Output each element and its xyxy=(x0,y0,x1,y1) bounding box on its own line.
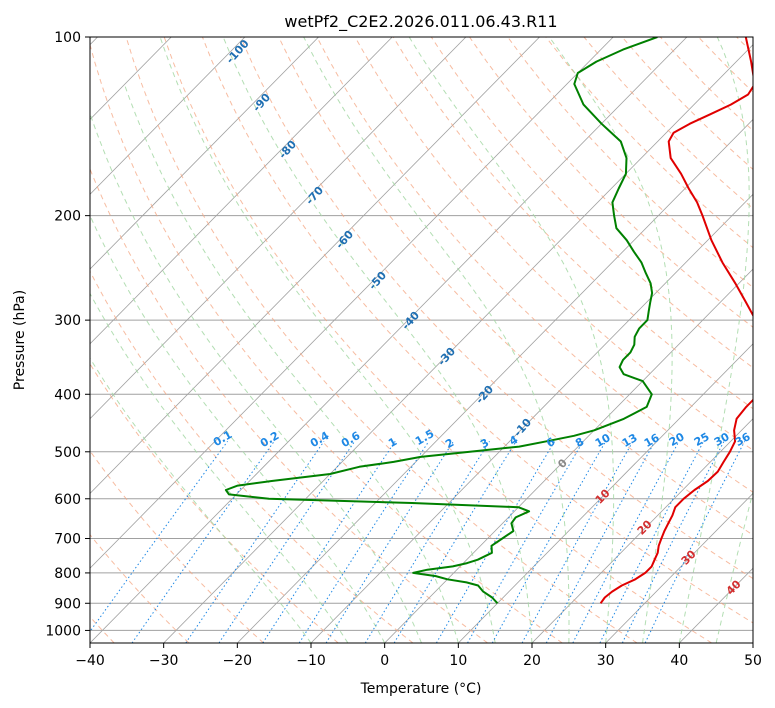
x-tick-label: −20 xyxy=(223,653,253,669)
y-tick-label: 100 xyxy=(54,30,81,46)
series-layer xyxy=(224,37,753,604)
moist-adiabat xyxy=(408,37,615,643)
x-tick-label: −10 xyxy=(296,653,326,669)
y-tick-label: 300 xyxy=(54,313,81,329)
isotherm xyxy=(605,492,753,643)
mixing-ratio-line xyxy=(491,441,607,643)
x-axis: −40 −30 −20 −10 0 10 20 30 40 50 xyxy=(75,643,762,669)
moist-adiabat xyxy=(90,214,386,643)
y-tick-label: 900 xyxy=(54,596,81,612)
dewpoint-line xyxy=(224,37,658,604)
mixing-ratio-line xyxy=(364,441,490,643)
x-tick-label: −30 xyxy=(149,653,179,669)
isotherm xyxy=(90,37,393,345)
isotherm xyxy=(90,37,688,643)
isotherm xyxy=(90,37,540,494)
moist-adiabat xyxy=(90,114,422,643)
moist-adiabat xyxy=(159,37,496,643)
moist-adiabat xyxy=(303,37,570,643)
isotherm xyxy=(458,343,753,643)
mixing-ratio-line xyxy=(467,441,584,643)
x-tick-label: 20 xyxy=(523,653,541,669)
dry-adiabat xyxy=(354,37,753,451)
mixing-ratio-line xyxy=(621,441,725,643)
y-tick-label: 400 xyxy=(54,387,81,403)
y-axis-label: Pressure (hPa) xyxy=(12,290,28,390)
dry-adiabat xyxy=(316,37,753,493)
mixing-ratio-line xyxy=(185,441,325,643)
moist-adiabat xyxy=(90,292,349,643)
y-tick-label: 600 xyxy=(54,492,81,508)
x-tick-label: 50 xyxy=(744,653,762,669)
moist-adiabat xyxy=(123,83,459,643)
mixing-ratio-line xyxy=(521,441,634,643)
x-axis-label: Temperature (°C) xyxy=(360,681,482,697)
dry-adiabat xyxy=(469,37,753,328)
y-axis: 100 200 300 400 500 600 700 800 900 1000 xyxy=(45,30,90,639)
plot-frame xyxy=(89,36,754,644)
y-tick-label: 700 xyxy=(54,532,81,548)
temperature-line xyxy=(599,37,753,604)
isotherm xyxy=(90,37,319,270)
isotherm xyxy=(384,268,753,643)
mixing-ratio-line xyxy=(393,441,517,643)
y-tick-label: 1000 xyxy=(45,623,81,639)
dry-adiabat xyxy=(125,37,638,643)
chart-title: wetPf2_C2E2.2026.011.06.43.R11 xyxy=(284,12,557,32)
y-tick-label: 500 xyxy=(54,445,81,461)
isotherm xyxy=(237,118,753,643)
isotherm xyxy=(90,37,467,420)
y-tick-label: 200 xyxy=(54,209,81,225)
mixing-ratio-line xyxy=(545,441,656,643)
dry-adiabat xyxy=(430,37,753,369)
moist-adiabat xyxy=(90,357,312,643)
x-tick-label: 30 xyxy=(597,653,615,669)
mixing-ratio-line xyxy=(262,441,396,643)
y-tick-label: 800 xyxy=(54,566,81,582)
mixing-ratio-line xyxy=(218,441,356,643)
x-tick-label: 40 xyxy=(670,653,688,669)
mixing-ratio-line xyxy=(435,441,556,643)
dry-adiabat xyxy=(90,362,339,643)
mixing-ratio-line xyxy=(644,441,746,643)
mixing-ratio-line xyxy=(90,441,229,633)
x-tick-label: 0 xyxy=(380,653,389,669)
dry-adiabat xyxy=(90,270,414,643)
mixing-ratio-line xyxy=(325,441,454,643)
x-tick-label: −40 xyxy=(75,653,105,669)
isotherm xyxy=(163,44,753,643)
isotherm xyxy=(531,418,753,643)
grid-layer xyxy=(90,37,753,643)
isotherm xyxy=(310,193,753,643)
moist-adiabat xyxy=(548,37,673,643)
isotherm xyxy=(90,37,614,569)
x-tick-label: 10 xyxy=(449,653,467,669)
mixing-ratio-line xyxy=(298,441,430,643)
